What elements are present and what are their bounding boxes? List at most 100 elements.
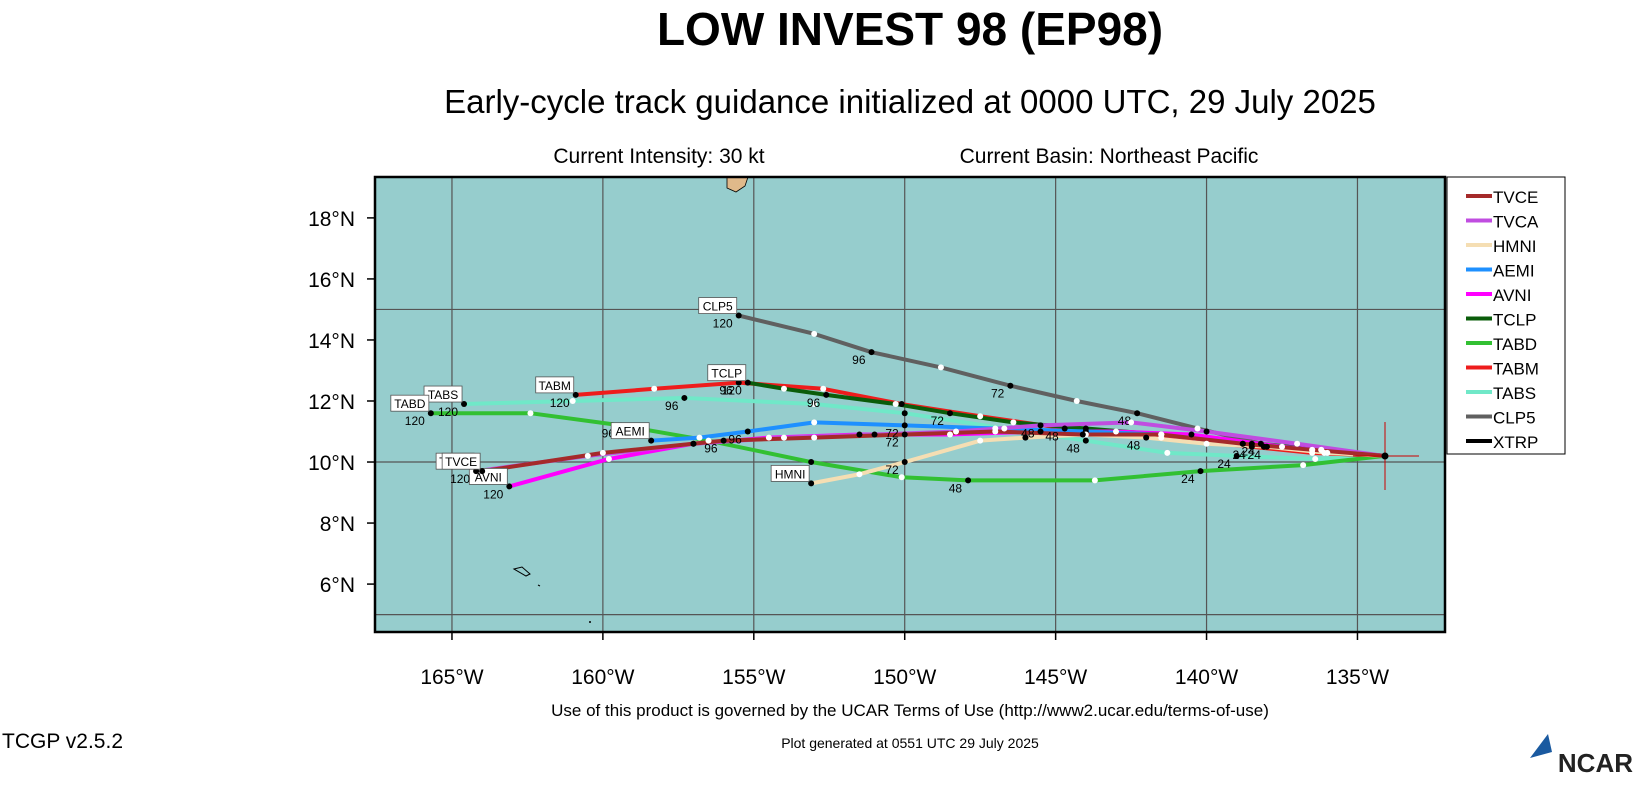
track-point: [901, 410, 908, 417]
track-name-box: TCLP: [707, 364, 747, 382]
track-point: [1037, 422, 1044, 429]
track-point: [946, 410, 953, 417]
track-name-box: TABD: [390, 394, 430, 412]
track-point: [572, 391, 579, 398]
track-point: [1188, 431, 1195, 438]
version: TCGP v2.5.2: [2, 730, 123, 753]
y-tick-label: 18°N: [308, 208, 355, 231]
chart-subtitle: Early-cycle track guidance initialized a…: [444, 83, 1376, 120]
track-point: [1309, 446, 1316, 453]
track-point: [946, 431, 953, 438]
track-name-bg: [441, 452, 481, 470]
track-point: [1318, 446, 1325, 453]
track-point: [1294, 440, 1301, 447]
track-point: [1037, 428, 1044, 435]
tau-label: 96: [704, 442, 718, 456]
track-name-bg: [770, 464, 810, 482]
track-point: [992, 428, 999, 435]
tau-label: 24: [1248, 448, 1262, 462]
tau-label: 96: [807, 396, 821, 410]
legend-label: AVNI: [1493, 286, 1531, 305]
tau-label: 72: [931, 414, 945, 428]
track-name-box: TABS: [423, 385, 463, 403]
track-point: [473, 468, 480, 475]
track-point: [977, 437, 984, 444]
x-tick-label: 135°W: [1326, 666, 1389, 689]
y-tick-label: 8°N: [320, 513, 355, 536]
track-point: [780, 434, 787, 441]
basin: Current Basin: Northeast Pacific: [960, 145, 1259, 168]
track-name-bg: [535, 376, 575, 394]
track-point: [744, 428, 751, 435]
track-point: [584, 452, 591, 459]
track-point: [892, 401, 899, 408]
track-point: [696, 434, 703, 441]
track-point: [651, 385, 658, 392]
track-point: [856, 471, 863, 478]
track-point: [1001, 425, 1008, 432]
track-point: [605, 455, 612, 462]
track-point: [744, 379, 751, 386]
track-name: AVNI: [475, 470, 502, 484]
track-point: [811, 330, 818, 337]
track-name: TABM: [538, 379, 570, 393]
track-name: TABD: [394, 397, 425, 411]
chart-title: LOW INVEST 98 (EP98): [657, 3, 1163, 55]
tau-label: 120: [450, 472, 470, 486]
logo: NCAR: [1530, 734, 1633, 778]
track-point: [823, 391, 830, 398]
track-point: [1022, 434, 1029, 441]
legend-label: AEMI: [1493, 262, 1535, 281]
track-point: [1248, 440, 1255, 447]
track-point: [506, 483, 513, 490]
tau-label: 120: [438, 405, 458, 419]
track-point: [953, 428, 960, 435]
track-point: [820, 385, 827, 392]
track-point: [1091, 477, 1098, 484]
tau-label: 120: [713, 317, 733, 331]
track-name-bg: [390, 394, 430, 412]
track-point: [1079, 431, 1086, 438]
tau-label: 96: [665, 399, 679, 413]
track-name: TABS: [428, 388, 458, 402]
track-point: [898, 474, 905, 481]
track-point: [1197, 468, 1204, 475]
y-tick-label: 14°N: [308, 330, 355, 353]
track-name-box: CLP5: [698, 297, 738, 314]
track-name-bg: [698, 297, 738, 314]
track-point: [811, 434, 818, 441]
tau-label: 96: [852, 353, 866, 367]
y-tick-label: 12°N: [308, 391, 355, 414]
track-point: [735, 312, 742, 319]
track-point: [811, 419, 818, 426]
track-name: TVCE: [445, 455, 477, 469]
track-point: [681, 394, 688, 401]
track-name: AEMI: [616, 425, 645, 439]
tau-label: 120: [722, 384, 742, 398]
legend-label: TCLP: [1493, 311, 1536, 330]
track-point: [1263, 443, 1270, 450]
intensity: Current Intensity: 30 kt: [553, 145, 764, 168]
track-point: [1257, 440, 1264, 447]
land: [512, 566, 541, 587]
track-point: [1233, 452, 1240, 459]
tau-label: 72: [885, 436, 899, 450]
track-point: [1312, 455, 1319, 462]
track-point: [937, 364, 944, 371]
track-name: HMNI: [775, 467, 806, 481]
map: 24487296120CLP5244896120TABS244896120TAB…: [373, 175, 1447, 634]
legend-box: [1446, 176, 1566, 455]
track-name-box: HMNI: [770, 464, 810, 482]
tau-label: 120: [405, 414, 425, 428]
init-marker: [1381, 452, 1389, 460]
track-point: [1164, 449, 1171, 456]
track-point: [735, 379, 742, 386]
track-name: CLP5: [703, 300, 733, 314]
track-point: [479, 468, 486, 475]
legend-label: TVCE: [1493, 188, 1538, 207]
track-name-box: AEMI: [610, 422, 650, 440]
track-name: TCLP: [711, 367, 742, 381]
track-point: [599, 449, 606, 456]
track-point: [1113, 428, 1120, 435]
